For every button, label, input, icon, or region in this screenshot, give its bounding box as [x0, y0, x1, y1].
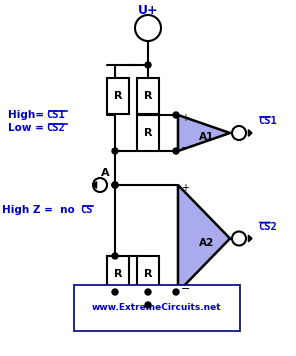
- Text: R: R: [144, 91, 152, 101]
- Polygon shape: [178, 185, 230, 292]
- Text: CS1: CS1: [46, 110, 65, 120]
- Bar: [107, 256, 129, 292]
- Bar: [107, 78, 129, 114]
- Circle shape: [112, 148, 118, 154]
- Circle shape: [112, 289, 118, 295]
- Bar: [137, 115, 159, 151]
- Text: +: +: [141, 21, 155, 36]
- Text: R: R: [144, 128, 152, 138]
- Circle shape: [93, 178, 107, 192]
- Text: −: −: [181, 143, 190, 153]
- Text: R: R: [114, 269, 122, 279]
- Text: U+: U+: [138, 5, 158, 17]
- Text: −: −: [181, 284, 190, 294]
- Text: +: +: [181, 183, 189, 193]
- Circle shape: [173, 112, 179, 118]
- Circle shape: [145, 302, 151, 308]
- Circle shape: [173, 289, 179, 295]
- Polygon shape: [248, 235, 252, 242]
- Circle shape: [112, 253, 118, 259]
- Polygon shape: [248, 130, 252, 136]
- Text: High=: High=: [8, 110, 44, 120]
- Text: A: A: [101, 168, 109, 178]
- Circle shape: [112, 182, 118, 188]
- Polygon shape: [178, 115, 230, 151]
- Text: High Z =  no: High Z = no: [2, 205, 75, 215]
- Text: www.ExtremeCircuits.net: www.ExtremeCircuits.net: [92, 304, 222, 313]
- Text: R: R: [114, 91, 122, 101]
- Text: CS2: CS2: [46, 123, 65, 133]
- Text: +: +: [181, 113, 189, 123]
- Text: A2: A2: [200, 237, 215, 247]
- Text: CS2: CS2: [258, 221, 277, 231]
- Circle shape: [145, 289, 151, 295]
- Circle shape: [232, 126, 246, 140]
- Text: Low =: Low =: [8, 123, 44, 133]
- Text: R: R: [144, 269, 152, 279]
- Text: CS: CS: [80, 205, 92, 215]
- Circle shape: [173, 148, 179, 154]
- Bar: [137, 256, 159, 292]
- Text: A1: A1: [200, 132, 215, 142]
- Text: CS1: CS1: [258, 116, 277, 126]
- Circle shape: [135, 15, 161, 41]
- Polygon shape: [93, 182, 96, 188]
- Bar: [137, 78, 159, 114]
- Circle shape: [112, 182, 118, 188]
- Circle shape: [145, 62, 151, 68]
- Circle shape: [232, 231, 246, 246]
